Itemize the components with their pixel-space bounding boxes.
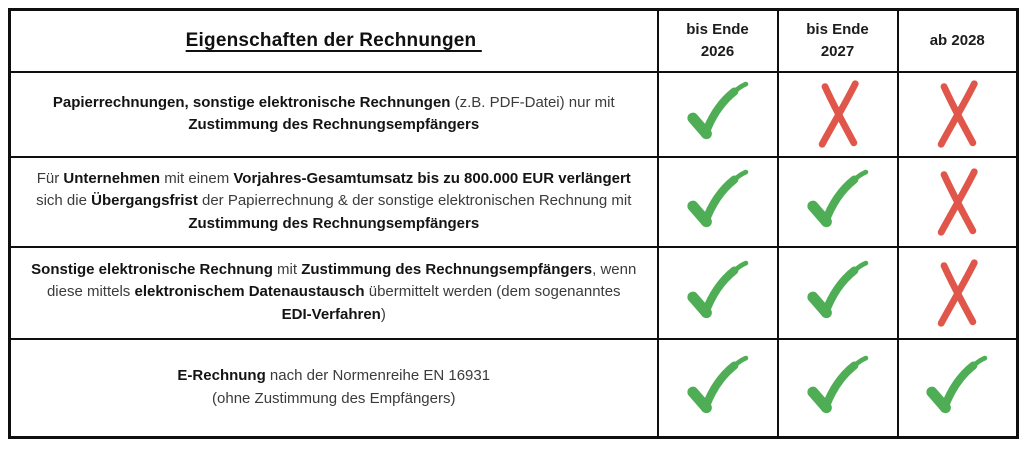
table-row-edi-verfahren: Sonstige elektronische Rechnung mit Zust… — [8, 245, 1019, 340]
status-mark-cell — [656, 70, 779, 158]
checkmark-icon — [926, 355, 988, 413]
row-label: Für Unternehmen mit einem Vorjahres-Gesa… — [8, 155, 659, 248]
status-mark-cell — [656, 337, 779, 439]
checkmark-icon — [806, 260, 868, 318]
column-header-label: bis Ende 2026 — [686, 21, 749, 60]
table-title-cell: Eigenschaften der Rechnungen — [8, 8, 659, 73]
checkmark-icon — [806, 169, 868, 227]
cross-icon — [818, 80, 859, 148]
row-label: Papierrechnungen, sonstige elektronische… — [8, 70, 659, 158]
column-header-ab-2028: ab 2028 — [896, 8, 1019, 73]
column-header-bis-ende-2027: bis Ende 2027 — [776, 8, 899, 73]
status-mark-cell — [896, 245, 1019, 340]
checkmark-icon — [686, 169, 748, 227]
checkmark-icon — [686, 81, 748, 140]
checkmark-icon — [686, 355, 748, 413]
status-mark-cell — [776, 155, 899, 248]
checkmark-icon — [686, 260, 748, 318]
row-label: Sonstige elektronische Rechnung mit Zust… — [8, 245, 659, 340]
status-mark-cell — [776, 245, 899, 340]
status-mark-cell — [896, 337, 1019, 439]
cross-icon — [937, 80, 978, 148]
status-mark-cell — [896, 155, 1019, 248]
checkmark-icon — [806, 355, 868, 413]
table-row-e-rechnung: E-Rechnung nach der Normenreihe EN 16931… — [8, 337, 1019, 439]
row-label: E-Rechnung nach der Normenreihe EN 16931… — [8, 337, 659, 439]
status-mark-cell — [776, 70, 899, 158]
table-row-papierrechnungen: Papierrechnungen, sonstige elektronische… — [8, 70, 1019, 158]
status-mark-cell — [776, 337, 899, 439]
cross-icon — [937, 167, 978, 236]
table-title: Eigenschaften der Rechnungen — [185, 29, 482, 51]
column-header-label: ab 2028 — [929, 31, 985, 49]
rechnungen-comparison-table: Eigenschaften der Rechnungen bis Ende 20… — [8, 8, 1019, 439]
column-header-label: bis Ende 2027 — [806, 21, 869, 60]
status-mark-cell — [656, 155, 779, 248]
column-header-bis-ende-2026: bis Ende 2026 — [656, 8, 779, 73]
status-mark-cell — [656, 245, 779, 340]
table-row-unternehmen-800000: Für Unternehmen mit einem Vorjahres-Gesa… — [8, 155, 1019, 248]
status-mark-cell — [896, 70, 1019, 158]
table-header-row: Eigenschaften der Rechnungen bis Ende 20… — [8, 8, 1019, 73]
cross-icon — [937, 258, 978, 327]
